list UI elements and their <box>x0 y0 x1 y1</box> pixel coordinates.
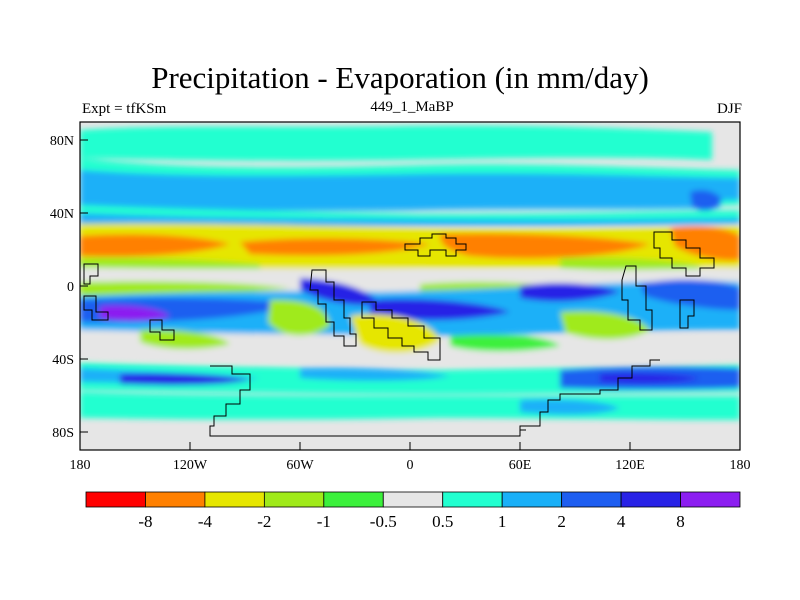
colorbar-label: 8 <box>676 512 685 531</box>
season-label: DJF <box>716 101 742 117</box>
x-tick-label: 60E <box>509 458 532 473</box>
colorbar-swatch <box>501 491 563 508</box>
colorbar-swatch <box>323 491 384 508</box>
y-tick-label: 80N <box>50 134 74 149</box>
x-tick-label: 180 <box>70 458 91 473</box>
colorbar-swatch <box>561 491 622 508</box>
colorbar-swatch <box>263 491 325 508</box>
colorbar-label: -1 <box>317 512 331 531</box>
experiment-label: Expt = tfKSm <box>82 101 167 117</box>
x-tick-label: 60W <box>286 458 314 473</box>
colorbar-label: 1 <box>498 512 507 531</box>
colorbar-swatch <box>680 491 741 508</box>
run-label: 449_1_MaBP <box>370 99 454 115</box>
colorbar-swatch <box>442 491 503 508</box>
precip-evap-field <box>80 122 740 450</box>
x-tick-label: 180 <box>730 458 751 473</box>
y-tick-label: 80S <box>52 426 74 441</box>
colorbar-label: -8 <box>138 512 152 531</box>
x-tick-label: 120W <box>173 458 208 473</box>
colorbar-label: 2 <box>557 512 566 531</box>
x-axis-labels: 180 120W 60W 0 60E 120E 180 <box>70 458 751 473</box>
colorbar-label: -0.5 <box>370 512 397 531</box>
colorbar-label: -2 <box>257 512 271 531</box>
colorbar-swatch <box>145 491 206 508</box>
colorbar-swatch <box>204 491 265 508</box>
y-tick-label: 40S <box>52 353 74 368</box>
colorbar-label: -4 <box>198 512 213 531</box>
axis-ticks <box>79 139 741 450</box>
x-tick-label: 0 <box>407 458 414 473</box>
y-tick-label: 0 <box>67 280 74 295</box>
colorbar-label: 0.5 <box>432 512 453 531</box>
chart-title: Precipitation - Evaporation (in mm/day) <box>151 60 649 95</box>
y-axis-labels: 80N 40N 0 40S 80S <box>50 134 74 441</box>
colorbar-swatch <box>382 491 444 508</box>
coastlines <box>83 231 715 437</box>
colorbar-swatch <box>85 491 146 508</box>
colorbar: -8 -4 -2 -1 -0.5 0.5 1 2 4 8 <box>85 491 741 531</box>
colorbar-swatch <box>620 491 681 508</box>
x-tick-label: 120E <box>615 458 645 473</box>
y-tick-label: 40N <box>50 207 74 222</box>
colorbar-label: 4 <box>617 512 626 531</box>
